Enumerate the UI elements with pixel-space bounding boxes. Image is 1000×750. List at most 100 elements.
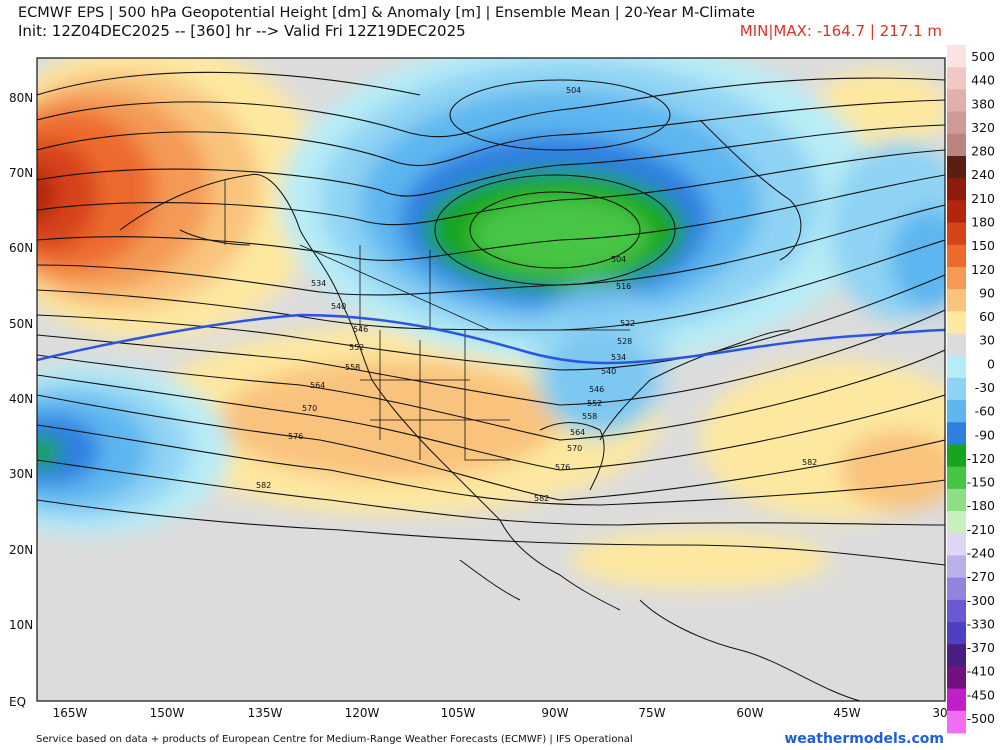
- contour-label: 552: [349, 343, 364, 352]
- colorbar-label: 150: [971, 238, 995, 253]
- colorbar-swatch: [947, 622, 966, 645]
- colorbar-label: 90: [979, 285, 995, 300]
- init-valid-line: Init: 12Z04DEC2025 -- [360] hr --> Valid…: [18, 22, 466, 40]
- latitude-label: 70N: [9, 166, 33, 180]
- contour-label: 528: [617, 337, 632, 346]
- colorbar-labels: 500 440 380 320 280 240 210 180 150 120 90 60 30 0 -30…: [967, 49, 995, 726]
- colorbar-label: -60: [975, 404, 995, 419]
- colorbar-swatch: [947, 67, 966, 90]
- latitude-label: 20N: [9, 543, 33, 557]
- longitude-axis: 165W 150W 135W 120W 105W 90W 75W 60W 45W 30: [53, 706, 948, 720]
- contour-label: 540: [601, 367, 616, 376]
- longitude-label: 135W: [248, 706, 283, 720]
- contour-label: 582: [534, 494, 549, 503]
- colorbar-swatch: [947, 599, 966, 623]
- data-credit: Service based on data + products of Euro…: [36, 734, 633, 745]
- colorbar-swatch: [947, 111, 966, 135]
- colorbar-swatch: [947, 488, 966, 512]
- longitude-label: 90W: [541, 706, 568, 720]
- colorbar-swatch: [947, 200, 966, 224]
- map-border: [36, 57, 946, 702]
- colorbar-swatch: [947, 133, 966, 157]
- longitude-label: 165W: [53, 706, 88, 720]
- contour-label: 540: [331, 302, 346, 311]
- colorbar-label: 380: [971, 96, 995, 111]
- contour-labels: 504 534 540 546 552 558 564 570 576 582 …: [256, 86, 817, 503]
- colorbar-swatch: [947, 266, 966, 290]
- contour-label: 564: [310, 381, 325, 390]
- latitude-axis: 80N 70N 60N 50N 40N 30N 20N 10N EQ: [9, 91, 33, 709]
- colorbar-label: 500: [971, 49, 995, 64]
- contour-label: 504: [611, 255, 626, 264]
- colorbar-swatch: [947, 244, 966, 268]
- colorbar-swatch: [947, 45, 966, 68]
- longitude-label: 45W: [833, 706, 860, 720]
- contour-label: 546: [589, 385, 604, 394]
- colorbar-label: -150: [967, 475, 995, 490]
- colorbar-swatch: [947, 422, 966, 445]
- colorbar-label: 320: [971, 120, 995, 135]
- longitude-label: 105W: [441, 706, 476, 720]
- colorbar-swatch: [947, 333, 966, 357]
- colorbar-swatch: [947, 466, 966, 490]
- contour-label: 570: [567, 444, 582, 453]
- contour-label: 582: [802, 458, 817, 467]
- colorbar-swatch: [947, 289, 966, 312]
- colorbar-label: -90: [975, 427, 995, 442]
- colorbar-swatch: [947, 688, 966, 712]
- colorbar-swatch: [947, 355, 966, 379]
- contour-label: 576: [555, 463, 570, 472]
- colorbar-swatch: [947, 377, 966, 401]
- colorbar-label: -30: [975, 380, 995, 395]
- colorbar-swatch: [947, 533, 966, 556]
- contour-label: 546: [353, 325, 368, 334]
- min-max-readout: MIN|MAX: -164.7 | 217.1 m: [739, 22, 942, 40]
- chart-title: ECMWF EPS | 500 hPa Geopotential Height …: [18, 5, 756, 21]
- colorbar-label: 60: [979, 309, 995, 324]
- contour-label: 582: [256, 481, 271, 490]
- colorbar-label: -450: [967, 687, 995, 702]
- colorbar-label: -270: [967, 569, 995, 584]
- colorbar-label: 240: [971, 167, 995, 182]
- colorbar-label: -180: [967, 498, 995, 513]
- colorbar-label: -120: [967, 451, 995, 466]
- low-contours: [434, 79, 676, 286]
- colorbar-label: 30: [979, 333, 995, 348]
- colorbar-label: 180: [971, 215, 995, 230]
- latitude-label: 40N: [9, 392, 33, 406]
- colorbar-swatch: [947, 577, 966, 601]
- contour-label: 576: [288, 432, 303, 441]
- colorbar-label: -330: [967, 616, 995, 631]
- colorbar-label: 0: [987, 356, 995, 371]
- contour-label: 564: [570, 428, 585, 437]
- colorbar-label: -300: [967, 593, 995, 608]
- reference-contour: [37, 313, 945, 365]
- contour-label: 558: [582, 412, 597, 421]
- colorbar-label: -500: [967, 711, 995, 726]
- colorbar-swatch: [947, 155, 966, 179]
- longitude-label: 120W: [345, 706, 380, 720]
- longitude-label: 30: [932, 706, 947, 720]
- contour-label: 522: [620, 319, 635, 328]
- longitude-label: 60W: [736, 706, 763, 720]
- colorbar-swatch: [947, 555, 966, 579]
- longitude-label: 75W: [638, 706, 665, 720]
- colorbar-swatch: [947, 311, 966, 335]
- colorbar-swatch: [947, 511, 966, 534]
- colorbar-label: -240: [967, 546, 995, 561]
- longitude-label: 150W: [150, 706, 185, 720]
- colorbar-swatch: [947, 710, 966, 734]
- colorbar-swatch: [947, 644, 966, 667]
- colorbar-label: 210: [971, 191, 995, 206]
- contour-label: 534: [611, 353, 626, 362]
- colorbar-swatch: [947, 89, 966, 113]
- latitude-label: 50N: [9, 317, 33, 331]
- brand-link[interactable]: weathermodels.com: [784, 731, 944, 747]
- contour-label: 558: [345, 363, 360, 372]
- anomaly-field: 504 534 540 546 552 558 564 570 576 582 …: [37, 58, 945, 701]
- latitude-label: 80N: [9, 91, 33, 105]
- contour-label: 504: [566, 86, 581, 95]
- contour-label: 534: [311, 279, 326, 288]
- colorbar-label: -210: [967, 522, 995, 537]
